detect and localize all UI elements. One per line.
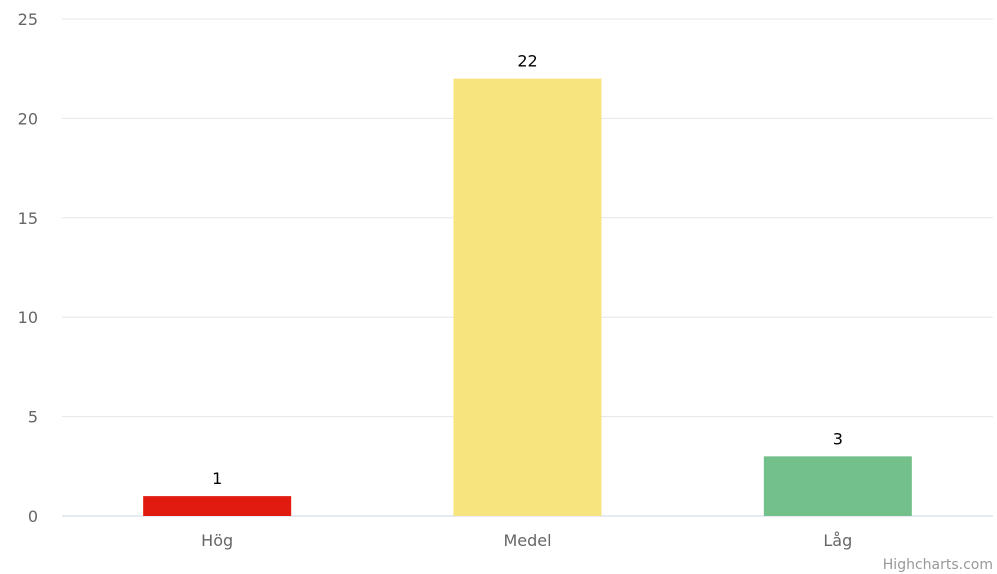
x-tick-label: Hög — [201, 531, 233, 550]
y-axis-ticks: 0 5 10 15 20 25 — [18, 10, 38, 526]
bar-0[interactable] — [143, 496, 292, 516]
data-label: 1 — [212, 469, 222, 488]
bar-1[interactable] — [453, 78, 602, 516]
data-label: 22 — [517, 52, 537, 71]
credits-link[interactable]: Highcharts.com — [883, 557, 993, 573]
x-tick-label: Medel — [503, 531, 551, 550]
y-tick-label: 0 — [28, 507, 38, 526]
y-tick-label: 15 — [18, 209, 38, 228]
x-tick-label: Låg — [823, 531, 852, 550]
y-tick-label: 10 — [18, 308, 38, 327]
bars — [143, 78, 912, 516]
x-axis-ticks: Hög Medel Låg — [201, 531, 852, 550]
y-tick-label: 25 — [18, 10, 38, 29]
y-tick-label: 5 — [28, 408, 38, 427]
bar-2[interactable] — [763, 456, 912, 516]
y-tick-label: 20 — [18, 109, 38, 128]
data-labels: 1 22 3 — [212, 52, 843, 488]
data-label: 3 — [833, 429, 843, 448]
